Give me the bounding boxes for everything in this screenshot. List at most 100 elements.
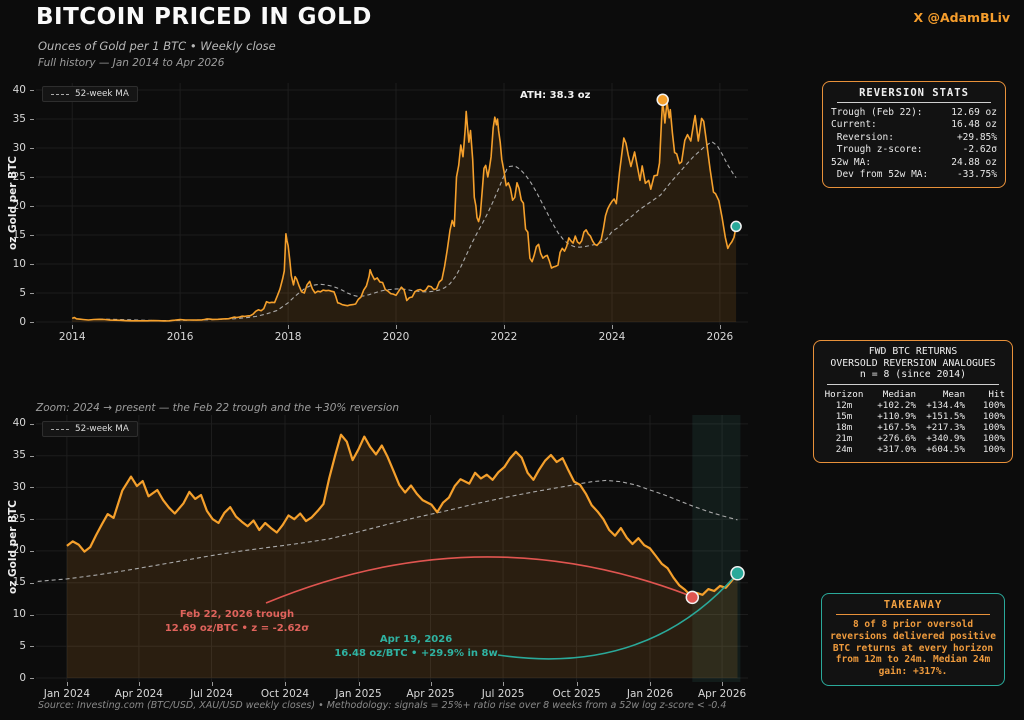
x-tick xyxy=(576,682,578,686)
x-tick xyxy=(396,325,397,329)
x-tick-label: 2016 xyxy=(166,331,194,343)
divider xyxy=(836,614,990,615)
x-tick-label: Oct 2025 xyxy=(552,688,601,700)
y-tick xyxy=(30,423,34,425)
x-tick-label: Jan 2024 xyxy=(43,688,91,700)
x-tick-label: 2014 xyxy=(58,331,86,343)
divider xyxy=(827,383,999,385)
y-tick-label: 40 xyxy=(12,417,26,430)
current-marker xyxy=(730,566,745,581)
y-tick xyxy=(30,293,34,294)
stat-row-52wma: 52w MA: 24.88 oz xyxy=(831,156,997,168)
x-tick xyxy=(719,325,721,329)
bottom-chart-zoom-2024: Feb 22, 2026 trough 12.69 oz/BTC • z = -… xyxy=(13,415,748,700)
x-tick xyxy=(503,682,505,686)
bottom-chart-title: Zoom: 2024 → present — the Feb 22 trough… xyxy=(36,402,399,414)
trough-annotation: Feb 22, 2026 trough 12.69 oz/BTC • z = -… xyxy=(165,556,689,634)
x-tick xyxy=(138,682,140,686)
y-tick xyxy=(30,487,34,489)
y-tick xyxy=(30,235,34,236)
x-tick xyxy=(285,682,286,686)
x-tick-label: 2026 xyxy=(706,331,734,343)
x-tick xyxy=(180,325,182,329)
ratio-line xyxy=(71,99,737,322)
plot-layers xyxy=(36,83,748,325)
bottom-chart-legend: 52-week MA xyxy=(42,421,138,437)
y-tick xyxy=(30,678,34,679)
current-annotation: Apr 19, 2026 16.48 oz/BTC • +29.9% in 8w xyxy=(334,574,737,660)
takeaway-title: TAKEAWAY xyxy=(883,599,943,611)
top-chart-full-history: ATH: 38.3 oz 2014 2016 2018 2020 2022 2024 202… xyxy=(13,83,748,343)
x-tick xyxy=(430,682,432,686)
x-tick xyxy=(612,325,613,329)
takeaway-panel: TAKEAWAY 8 of 8 prior oversold reversion… xyxy=(821,593,1005,686)
y-tick xyxy=(30,519,34,521)
y-tick-label: 15 xyxy=(12,576,26,589)
x-tick-label: Jul 2024 xyxy=(190,688,233,700)
y-tick-label: 25 xyxy=(12,170,26,183)
ma-dash-swatch xyxy=(51,428,69,430)
y-tick-label: 0 xyxy=(19,315,26,328)
x-tick-label: 2020 xyxy=(382,331,410,343)
y-tick-label: 15 xyxy=(12,228,26,241)
fwd-table-row: 18m +167.5% +217.3% 100% xyxy=(835,421,1005,433)
ath-annotation: ATH: 38.3 oz xyxy=(520,90,591,101)
y-tick xyxy=(30,582,34,584)
x-tick xyxy=(722,682,724,686)
markers xyxy=(685,566,745,605)
y-tick xyxy=(30,177,34,178)
x-tick xyxy=(72,325,74,329)
y-tick xyxy=(30,119,34,120)
reversion-stats-panel: REVERSION STATS Trough (Feb 22): 12.69 oz… xyxy=(822,81,1006,189)
x-tick-label: Jul 2025 xyxy=(481,688,525,700)
ma-legend-label: 52-week MA xyxy=(75,424,129,434)
y-tick-label: 20 xyxy=(12,544,26,557)
reversion-window-band xyxy=(692,415,741,682)
y-tick-label: 5 xyxy=(19,286,26,299)
y-tick xyxy=(30,264,34,265)
current-label-line1: Apr 19, 2026 xyxy=(380,634,452,645)
x-tick xyxy=(504,325,505,329)
y-tick xyxy=(30,206,34,207)
x-tick xyxy=(66,682,68,686)
y-tick xyxy=(30,455,34,457)
ratio-area-fill xyxy=(66,434,738,678)
y-tick xyxy=(30,148,34,149)
ma-line xyxy=(37,479,738,582)
fwd-returns-panel: FWD BTC RETURNS OVERSOLD REVERSION ANALO… xyxy=(813,340,1013,463)
author-handle: X @AdamBLiv xyxy=(913,10,1011,25)
fwd-table-row: 12m +102.2% +134.4% 100% xyxy=(835,399,1005,411)
stat-row-zscore: Trough z-score: -2.62σ xyxy=(831,144,997,156)
x-tick-label: Jan 2026 xyxy=(626,688,674,700)
x-tick-label: Oct 2024 xyxy=(260,688,310,700)
source-footer: Source: Investing.com (BTC/USD, XAU/USD … xyxy=(38,700,727,711)
x-tick xyxy=(650,682,651,686)
plot-layers xyxy=(36,415,748,682)
y-tick-label: 30 xyxy=(12,480,26,493)
markers xyxy=(656,93,742,233)
page-title: BITCOIN PRICED IN GOLD xyxy=(36,4,372,30)
y-tick-label: 35 xyxy=(12,449,26,462)
y-tick-label: 10 xyxy=(12,257,26,270)
fwd-title-line1: FWD BTC RETURNS xyxy=(868,346,958,357)
ma-dash-swatch xyxy=(51,93,69,95)
x-tick xyxy=(211,682,213,686)
x-tick-label: Jan 2025 xyxy=(335,688,382,700)
y-tick-label: 25 xyxy=(12,512,26,525)
fwd-table-row: 15m +110.9% +151.5% 100% xyxy=(835,410,1005,422)
y-tick-label: 0 xyxy=(19,671,26,684)
fwd-table-header: Horizon Median Mean Hit xyxy=(824,388,1005,400)
ath-label: ATH: 38.3 oz xyxy=(520,90,591,101)
y-tick-label: 10 xyxy=(12,608,26,620)
x-tick-label: 2018 xyxy=(274,331,302,343)
ma-legend-label: 52-week MA xyxy=(75,89,129,99)
top-chart-title: Full history — Jan 2014 to Apr 2026 xyxy=(38,57,225,69)
y-tick-label: 35 xyxy=(12,112,26,125)
fwd-table-row: 21m +276.6% +340.9% 100% xyxy=(835,432,1005,444)
reversion-stats-title: REVERSION STATS xyxy=(859,87,969,99)
divider xyxy=(837,102,991,103)
y-tick xyxy=(30,550,34,552)
trough-label-line1: Feb 22, 2026 trough xyxy=(180,609,294,620)
top-chart-legend: 52-week MA xyxy=(42,86,138,102)
